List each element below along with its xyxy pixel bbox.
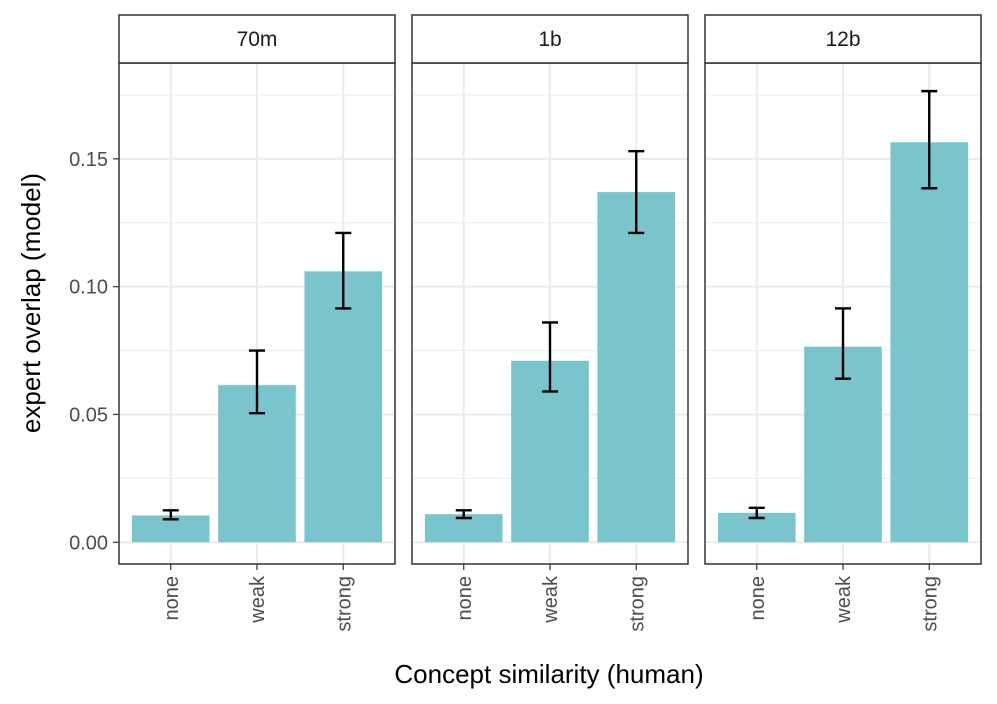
x-tick-label: strong — [919, 576, 941, 632]
facet-strip — [411, 14, 689, 64]
x-tick-label: none — [454, 576, 476, 621]
x-tick-label: weak — [540, 575, 562, 624]
facet-panel-70m: 70m none weak strong — [118, 14, 396, 632]
y-tick-label: 0.15 — [69, 149, 108, 171]
error-bar-1b-strong — [628, 149, 645, 235]
y-tick-label: 0.05 — [69, 404, 108, 426]
bar-12b-strong — [890, 142, 969, 543]
x-tick-label: none — [161, 576, 183, 621]
error-bar-70m-weak — [249, 349, 265, 415]
x-tick-label: none — [747, 576, 769, 621]
y-axis-title: expert overlap (model) — [16, 173, 46, 433]
facet-strip-label: 70m — [237, 28, 278, 51]
error-bar-12b-none — [748, 506, 765, 520]
x-tick-label: strong — [333, 576, 355, 632]
y-tick-label: 0.00 — [69, 532, 108, 554]
error-bar-1b-weak — [542, 321, 558, 393]
facet-strip — [704, 14, 982, 64]
facet-strip-label: 12b — [825, 28, 860, 51]
x-tick-label: weak — [247, 575, 269, 624]
y-tick-label: 0.10 — [69, 277, 108, 299]
x-axis-title: Concept similarity (human) — [394, 659, 703, 689]
error-bar-70m-none — [162, 509, 179, 521]
facet-strip-label: 1b — [538, 28, 561, 51]
error-bar-70m-strong — [335, 231, 352, 310]
error-bar-12b-strong — [921, 89, 938, 190]
facet-panels: 70m none weak strong 1b none weak strong 12b none… — [118, 14, 982, 632]
bar-70m-strong — [304, 271, 383, 543]
error-bar-1b-none — [455, 509, 472, 520]
facet-panel-12b: 12b none weak strong — [704, 14, 982, 632]
facet-strip — [118, 14, 396, 64]
bar-1b-strong — [597, 192, 676, 543]
x-tick-label: strong — [626, 576, 648, 632]
facet-panel-1b: 1b none weak strong — [411, 14, 689, 632]
error-bar-12b-weak — [835, 307, 851, 380]
y-axis: 0.00 0.05 0.10 0.15 — [69, 149, 119, 554]
x-tick-label: weak — [833, 575, 855, 624]
